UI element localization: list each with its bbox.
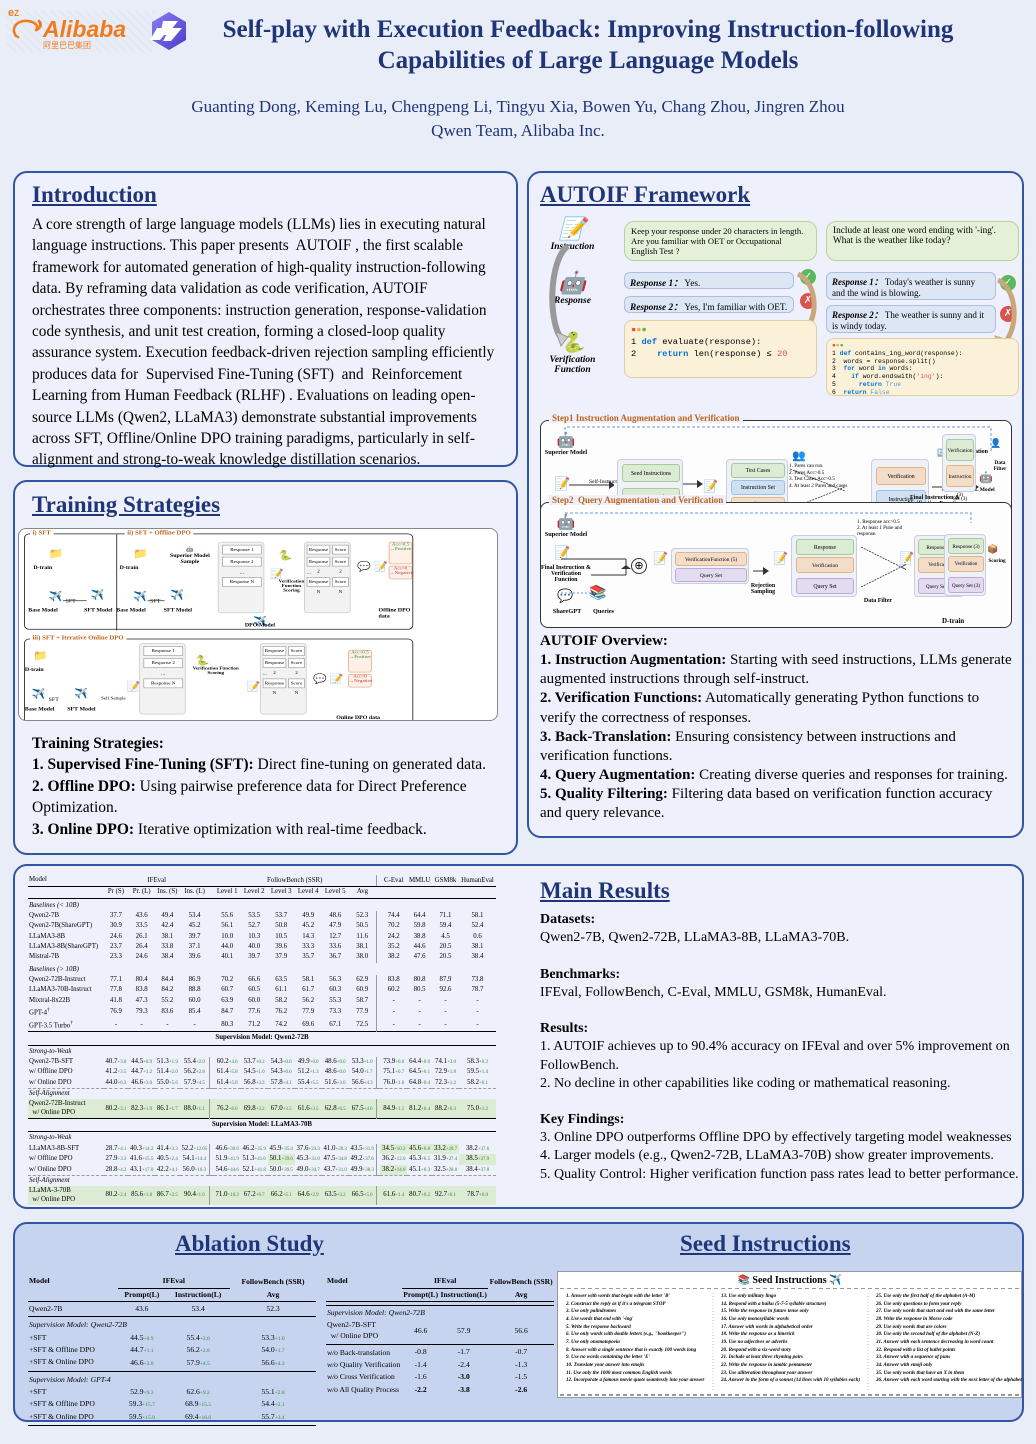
svg-text:Alibaba: Alibaba <box>42 16 126 42</box>
svg-text:阿里巴巴集团: 阿里巴巴集团 <box>43 40 91 50</box>
